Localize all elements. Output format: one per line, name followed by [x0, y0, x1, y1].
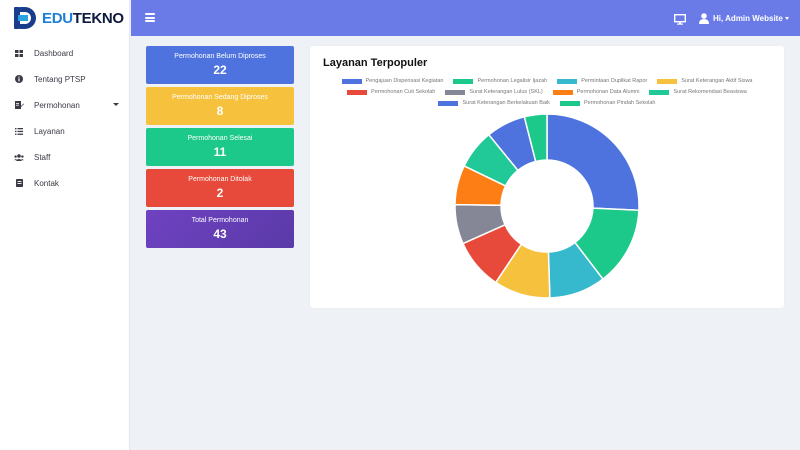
- stat-value: 22: [213, 63, 227, 77]
- stats-panel: Permohonan Belum Diproses 22 Permohonan …: [146, 46, 294, 251]
- legend-swatch: [649, 89, 670, 95]
- sidebar-nav: Dashboard Tentang PTSP Permohonan Layana…: [0, 40, 129, 196]
- legend-label: Permintaan Duplikat Rapor: [581, 78, 648, 84]
- chart-title: Layanan Terpopuler: [323, 57, 428, 69]
- stat-value: 2: [216, 186, 224, 200]
- stat-value: 43: [213, 227, 227, 241]
- chart-legend: Pengajuan Dispensasi Kegiatan Permohonan …: [310, 76, 784, 109]
- brand-part-tekno: TEKNO: [72, 9, 124, 27]
- contact-book-icon: [14, 178, 24, 188]
- legend-label: Surat Rekomendasi Beasiswa: [673, 89, 747, 95]
- list-icon: [14, 126, 24, 136]
- stat-label: Permohonan Belum Diproses: [174, 53, 266, 60]
- legend-swatch: [347, 89, 368, 95]
- donut-slice[interactable]: [546, 113, 640, 212]
- menu-toggle-icon[interactable]: [145, 13, 155, 22]
- user-greeting: Hi, Admin Website: [713, 13, 783, 23]
- sidebar-item-label: Dashboard: [34, 48, 74, 58]
- legend-label: Surat Keterangan Berkelakuan Baik: [462, 100, 550, 106]
- logo-icon: [14, 7, 38, 29]
- legend-swatch: [445, 89, 466, 95]
- stat-card-total[interactable]: Total Permohonan 43: [146, 210, 294, 248]
- legend-item[interactable]: Permohonan Pindah Sekolah: [559, 100, 656, 106]
- legend-item[interactable]: Permintaan Duplikat Rapor: [557, 78, 647, 84]
- users-icon: [14, 152, 24, 162]
- donut-chart: [454, 113, 640, 299]
- sidebar-item-label: Permohonan: [34, 100, 80, 110]
- file-edit-icon: [14, 100, 24, 110]
- legend-item[interactable]: Surat Keterangan Berkelakuan Baik: [438, 100, 550, 106]
- legend-label: Permohonan Legalisir Ijazah: [477, 78, 548, 84]
- sidebar-item-dashboard[interactable]: Dashboard: [0, 40, 129, 66]
- sidebar-item-permohonan[interactable]: Permohonan: [0, 92, 129, 118]
- user-icon: [699, 12, 709, 24]
- stat-card-sedang-diproses[interactable]: Permohonan Sedang Diproses 8: [146, 87, 294, 125]
- legend-swatch: [559, 100, 580, 106]
- legend-item[interactable]: Surat Keterangan Lulus (SKL): [445, 89, 543, 95]
- legend-label: Surat Keterangan Lulus (SKL): [469, 89, 543, 95]
- legend-label: Permohonan Cuti Sekolah: [371, 89, 436, 95]
- sidebar: EDUTEKNO Dashboard Tentang PTSP Permohon…: [0, 0, 130, 450]
- sidebar-item-staff[interactable]: Staff: [0, 144, 129, 170]
- stat-value: 8: [216, 104, 224, 118]
- chevron-down-icon: [113, 103, 119, 106]
- brand-part-edu: EDU: [42, 9, 73, 27]
- legend-swatch: [438, 100, 459, 106]
- stat-card-selesai[interactable]: Permohonan Selesai 11: [146, 128, 294, 166]
- monitor-icon[interactable]: [673, 12, 687, 25]
- stat-value: 11: [213, 145, 227, 159]
- sidebar-item-kontak[interactable]: Kontak: [0, 170, 129, 196]
- legend-label: Permohonan Pindah Sekolah: [583, 100, 656, 106]
- legend-swatch: [341, 78, 362, 84]
- legend-item[interactable]: Surat Keterangan Aktif Siswa: [657, 78, 752, 84]
- info-icon: [14, 74, 24, 84]
- legend-item[interactable]: Surat Rekomendasi Beasiswa: [649, 89, 747, 95]
- donut-slice[interactable]: [523, 113, 548, 163]
- sidebar-item-label: Kontak: [34, 178, 59, 188]
- brand-logo[interactable]: EDUTEKNO: [0, 0, 129, 36]
- stat-label: Total Permohonan: [191, 217, 249, 224]
- dashboard-icon: [14, 48, 24, 58]
- sidebar-item-label: Tentang PTSP: [34, 74, 86, 84]
- stat-label: Permohonan Selesai: [187, 135, 253, 142]
- chart-card: Layanan Terpopuler Pengajuan Dispensasi …: [310, 46, 784, 308]
- legend-item[interactable]: Pengajuan Dispensasi Kegiatan: [341, 78, 444, 84]
- stat-card-belum-diproses[interactable]: Permohonan Belum Diproses 22: [146, 46, 294, 84]
- stat-card-ditolak[interactable]: Permohonan Ditolak 2: [146, 169, 294, 207]
- user-menu[interactable]: Hi, Admin Website: [699, 10, 789, 26]
- topbar: Hi, Admin Website: [131, 0, 800, 36]
- sidebar-item-label: Staff: [34, 152, 51, 162]
- sidebar-item-layanan[interactable]: Layanan: [0, 118, 129, 144]
- sidebar-item-tentang-ptsp[interactable]: Tentang PTSP: [0, 66, 129, 92]
- legend-label: Surat Keterangan Aktif Siswa: [681, 78, 753, 84]
- sidebar-item-label: Layanan: [34, 126, 65, 136]
- legend-swatch: [453, 78, 474, 84]
- legend-item[interactable]: Permohonan Cuti Sekolah: [347, 89, 435, 95]
- brand-name: EDUTEKNO: [42, 10, 124, 27]
- chevron-down-icon: [784, 16, 789, 20]
- legend-item[interactable]: Permohonan Data Alumni: [552, 89, 640, 95]
- legend-swatch: [657, 78, 678, 84]
- legend-label: Permohonan Data Alumni: [576, 89, 640, 95]
- legend-item[interactable]: Permohonan Legalisir Ijazah: [453, 78, 547, 84]
- legend-swatch: [552, 89, 573, 95]
- stat-label: Permohonan Ditolak: [188, 176, 252, 183]
- legend-label: Pengajuan Dispensasi Kegiatan: [365, 78, 444, 84]
- legend-swatch: [557, 78, 578, 84]
- stat-label: Permohonan Sedang Diproses: [172, 94, 268, 101]
